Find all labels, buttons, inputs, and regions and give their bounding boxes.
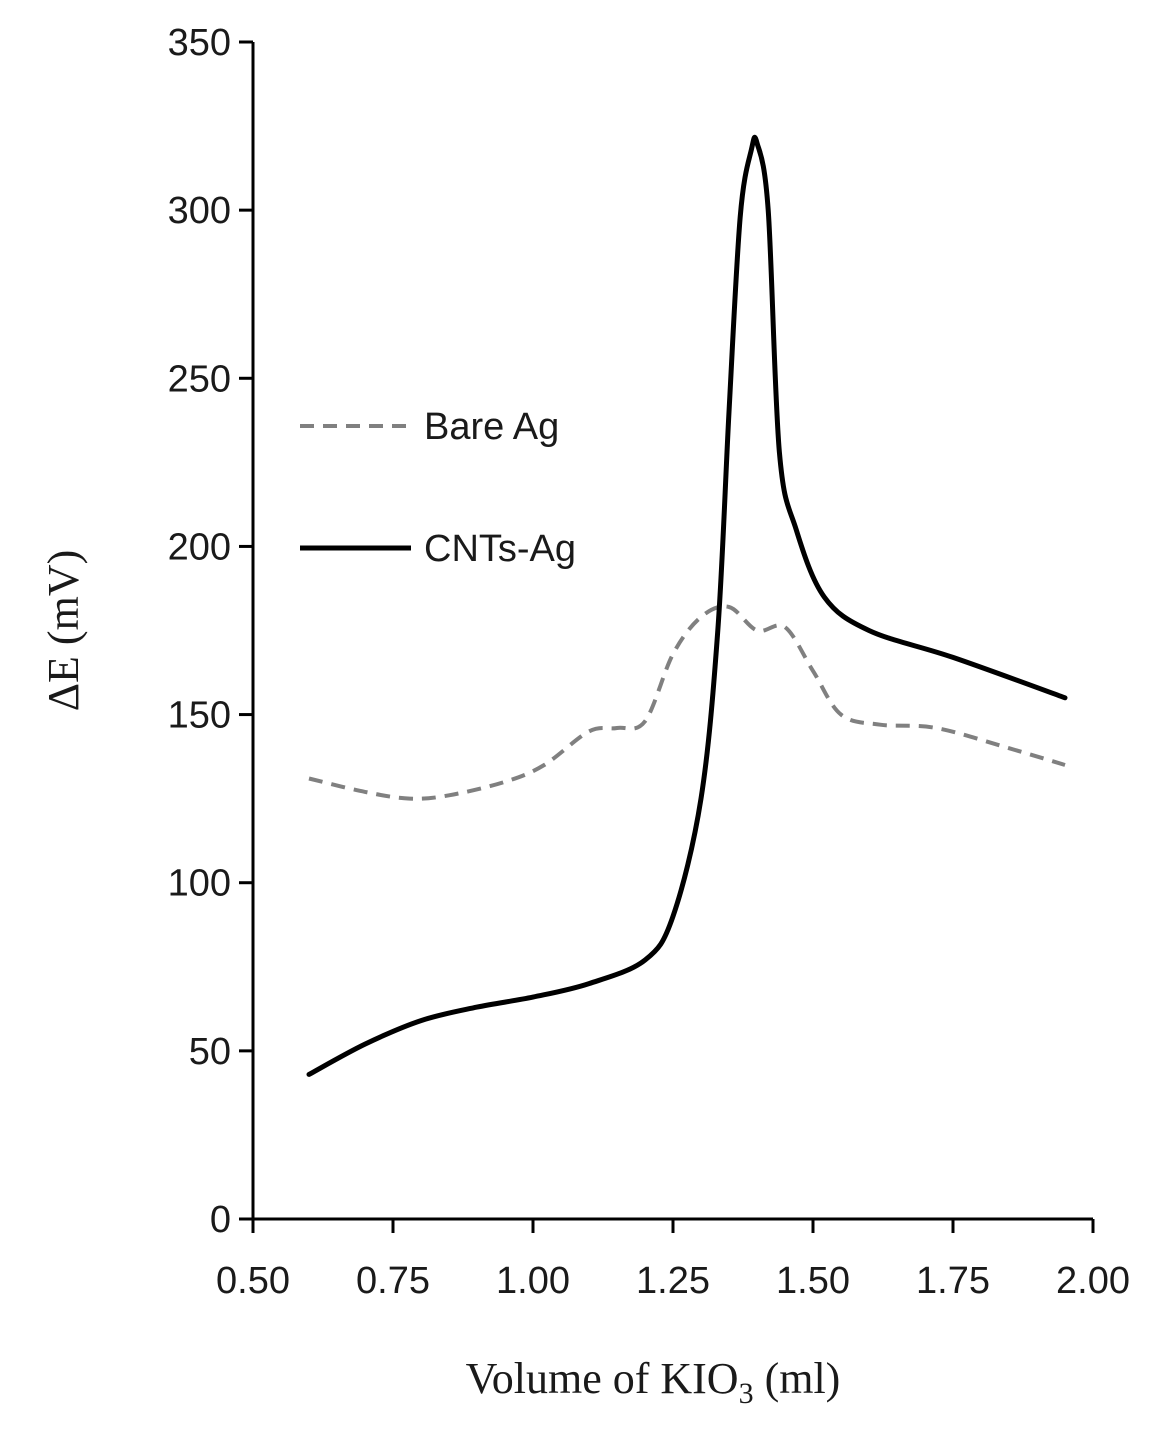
axes: 0 50 100 150 200 250 300 350 0.50 0.75 1.00 1.25 1.5…	[168, 22, 1130, 1302]
y-tick-label: 250	[168, 358, 231, 400]
y-tick-label: 300	[168, 190, 231, 232]
x-tick-label: 1.50	[776, 1260, 850, 1302]
series-layer	[306, 134, 1068, 1077]
x-tick-label: 1.25	[636, 1260, 710, 1302]
x-tick-label: 1.00	[496, 1260, 570, 1302]
x-tick-label: 2.00	[1056, 1260, 1130, 1302]
legend-label: CNTs-Ag	[424, 528, 576, 570]
y-tick-label: 100	[168, 863, 231, 905]
x-axis-title-main: Volume of KIO	[466, 1354, 739, 1403]
x-axis-title: Volume of KIO3 (ml)	[466, 1354, 841, 1410]
series-line-cnts-ag	[306, 134, 1068, 1077]
series-line-bare-ag	[308, 604, 1066, 801]
y-tick-label: 350	[168, 22, 231, 64]
y-tick-label: 0	[210, 1199, 231, 1241]
y-tick-label: 200	[168, 526, 231, 568]
legend: Bare Ag CNTs-Ag	[300, 406, 576, 570]
legend-label: Bare Ag	[424, 406, 559, 448]
x-axis-title-subscript: 3	[739, 1377, 754, 1410]
y-tick-label: 50	[189, 1031, 231, 1073]
x-axis-title-unit: (ml)	[754, 1354, 841, 1403]
y-axis-title: ΔE (mV)	[39, 550, 88, 711]
x-tick-label: 1.75	[916, 1260, 990, 1302]
x-tick-label: 0.50	[216, 1260, 290, 1302]
x-tick-label: 0.75	[356, 1260, 430, 1302]
axis-titles: ΔE (mV) Volume of KIO3 (ml)	[39, 550, 840, 1410]
y-tick-label: 150	[168, 695, 231, 737]
